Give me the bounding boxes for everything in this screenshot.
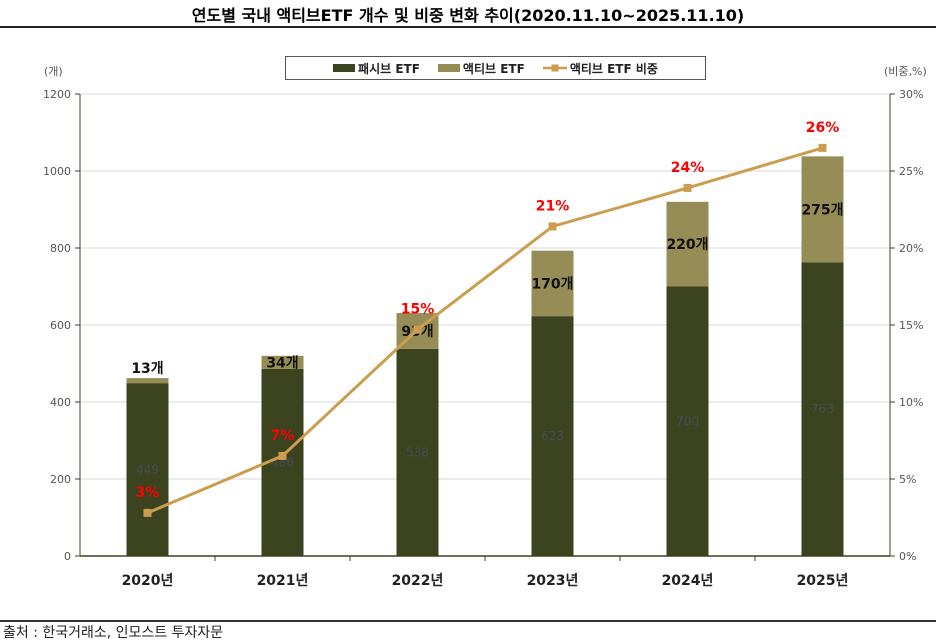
bar-passive-label: 449 [136, 463, 159, 477]
bar-passive [666, 286, 709, 556]
legend-label: 액티브 ETF 비중 [569, 61, 658, 76]
legend-label: 패시브 ETF [358, 61, 420, 76]
bar-active-label: 220개 [666, 237, 708, 253]
left-axis-unit: (개) [44, 65, 63, 78]
legend-swatch [437, 64, 460, 72]
legend: 패시브 ETF 액티브 ETF 액티브 ETF 비중 [285, 56, 706, 80]
bar-passive-label: 763 [811, 402, 834, 416]
bar-active [261, 355, 304, 369]
y-left-tick-label: 0 [64, 550, 71, 563]
y-left-tick-label: 400 [50, 396, 71, 409]
bar-active-label: 275개 [801, 202, 843, 218]
x-tick-label: 2023년 [527, 573, 579, 589]
bar-passive-label: 700 [676, 414, 699, 428]
bar-active [126, 378, 169, 384]
share-marker [143, 508, 152, 517]
share-label: 3% [136, 485, 160, 501]
bar-active [801, 156, 844, 263]
y-left-tick-label: 800 [50, 242, 71, 255]
title-divider [0, 26, 936, 28]
y-left-tick-label: 200 [50, 473, 71, 486]
y-right-tick-label: 0% [899, 550, 916, 563]
bar-active-label: 34개 [266, 355, 298, 371]
bar-active [666, 201, 709, 287]
y-right-tick-label: 20% [899, 242, 923, 255]
share-marker [413, 325, 422, 334]
bar-passive [531, 316, 574, 556]
legend-swatch [333, 64, 356, 72]
y-right-tick-label: 25% [899, 165, 923, 178]
bar-passive [396, 348, 439, 556]
bar-passive-label: 538 [406, 445, 429, 459]
legend-label: 액티브 ETF [462, 61, 525, 76]
share-label: 7% [271, 428, 295, 444]
x-tick-label: 2020년 [122, 573, 174, 589]
share-line [146, 146, 823, 515]
share-marker [548, 222, 557, 231]
bar-active-label: 13개 [131, 361, 163, 377]
x-tick-label: 2024년 [662, 573, 714, 589]
share-label: 24% [671, 160, 705, 176]
x-tick-label: 2021년 [257, 573, 309, 589]
bar-passive [126, 383, 169, 556]
legend-item-active: 액티브 ETF [437, 60, 525, 77]
share-label: 15% [401, 302, 435, 318]
chart-title: 연도별 국내 액티브ETF 개수 및 비중 변화 추이(2020.11.10~2… [191, 6, 745, 25]
y-left-tick-label: 600 [50, 319, 71, 332]
y-right-tick-label: 15% [899, 319, 923, 332]
y-left-tick-label: 1000 [43, 165, 71, 178]
x-tick-label: 2022년 [392, 573, 444, 589]
share-marker [683, 183, 692, 192]
legend-line-marker [542, 64, 567, 72]
y-right-tick-label: 5% [899, 473, 916, 486]
y-left-tick-label: 1200 [43, 88, 71, 101]
footer-divider [0, 620, 936, 622]
right-axis-unit: (비중,%) [884, 65, 927, 78]
share-marker [818, 143, 827, 152]
source-note: 출처 : 한국거래소, 인모스트 투자자문 [3, 625, 224, 641]
x-tick-label: 2025년 [797, 573, 849, 589]
legend-item-share: 액티브 ETF 비중 [542, 60, 658, 77]
bar-active [531, 250, 574, 317]
share-label: 26% [806, 120, 840, 136]
bar-active-label: 170개 [531, 276, 573, 292]
y-right-tick-label: 10% [899, 396, 923, 409]
bar-passive-label: 623 [541, 429, 564, 443]
legend-item-passive: 패시브 ETF [333, 60, 420, 77]
share-marker [278, 451, 287, 460]
share-label: 21% [536, 198, 570, 214]
bar-passive [801, 262, 844, 556]
y-right-tick-label: 30% [899, 88, 923, 101]
